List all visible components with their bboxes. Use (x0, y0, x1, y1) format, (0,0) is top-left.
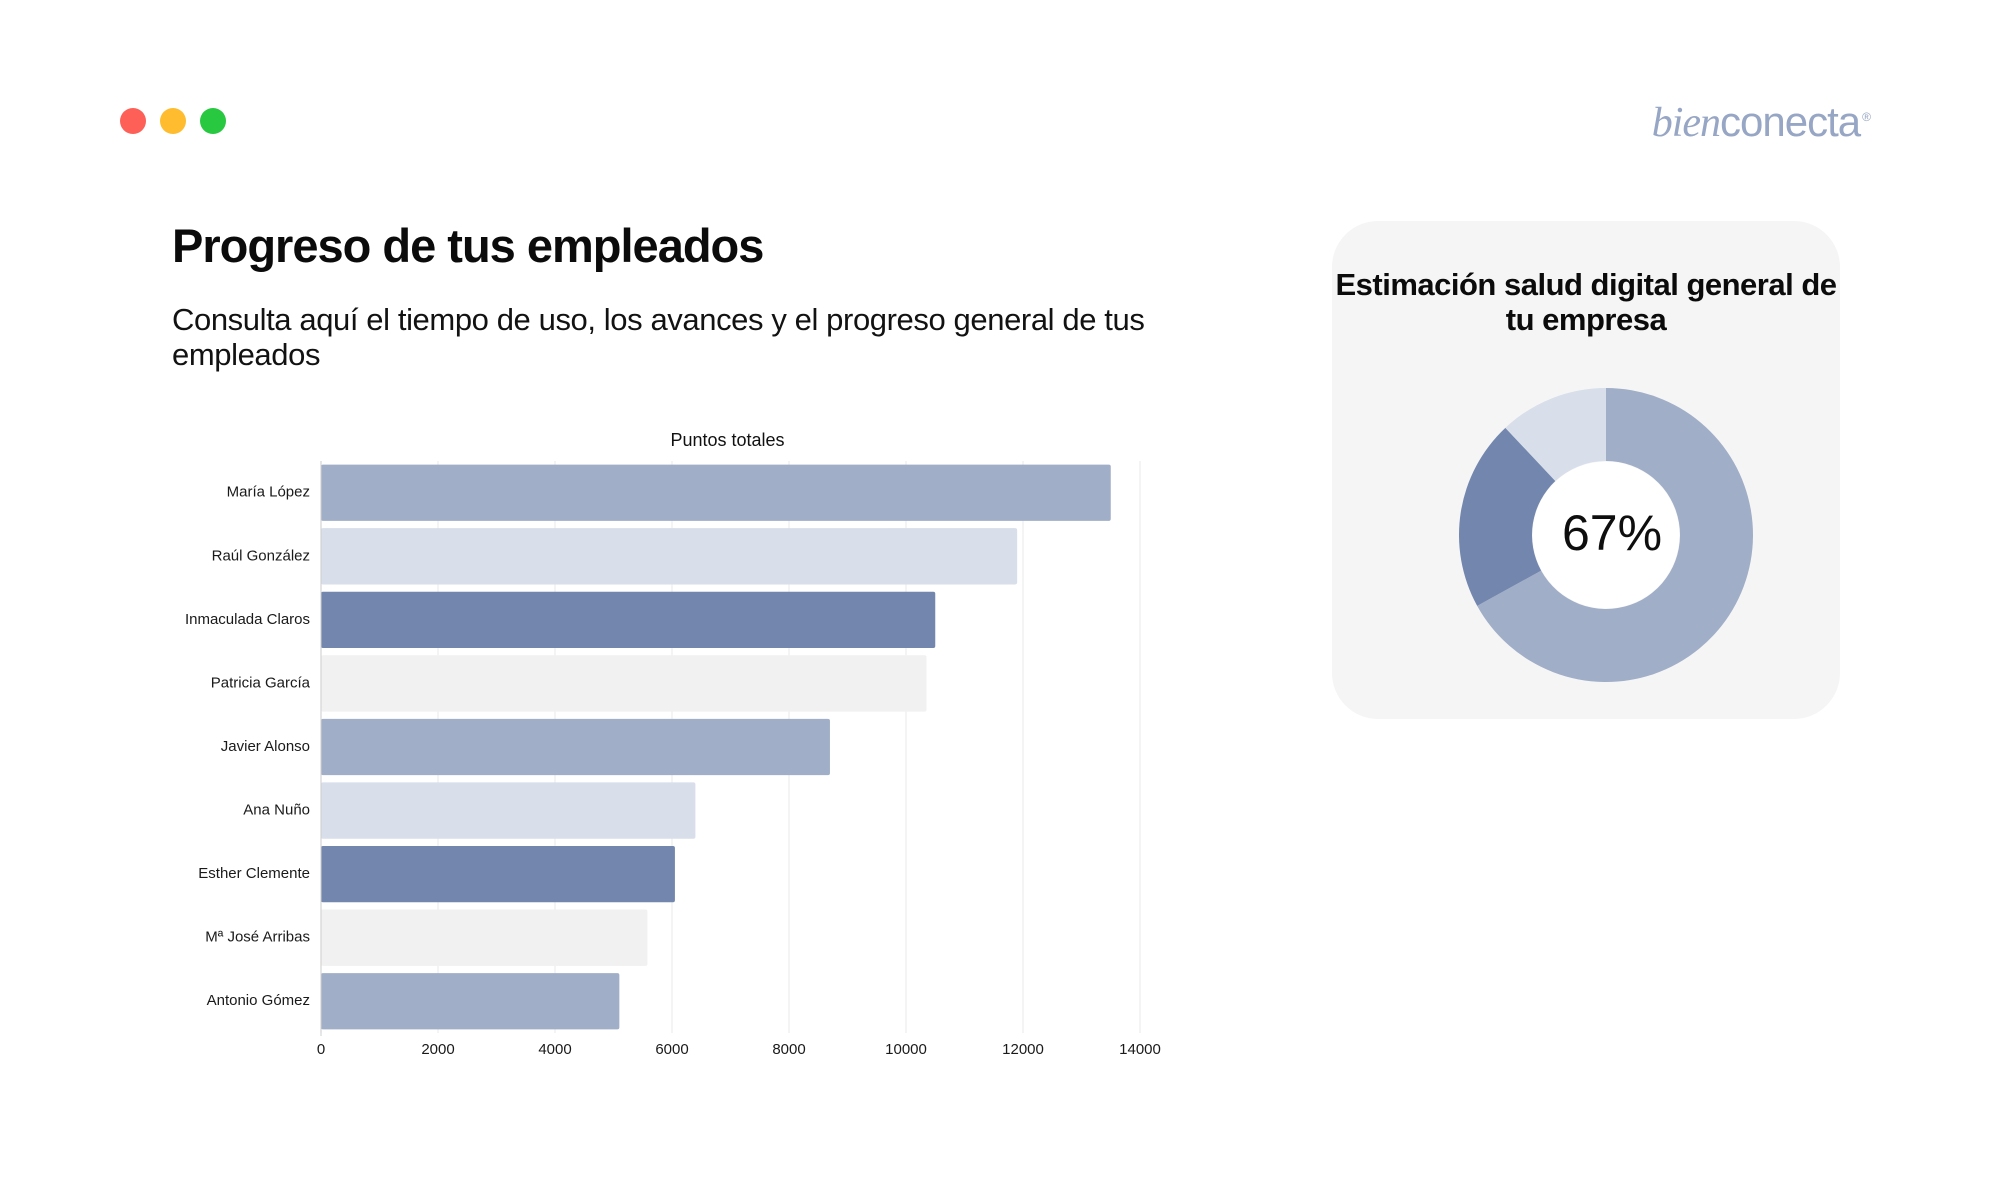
page-subtitle: Consulta aquí el tiempo de uso, los avan… (172, 302, 1145, 372)
x-tick-label-4: 8000 (772, 1041, 805, 1058)
x-tick-label-6: 12000 (1002, 1041, 1044, 1058)
bar-3 (321, 655, 927, 712)
category-label-0: María López (227, 484, 310, 501)
category-label-1: Raúl González (212, 547, 310, 564)
category-label-8: Antonio Gómez (207, 992, 310, 1009)
bar-2 (321, 591, 936, 649)
category-label-4: Javier Alonso (221, 738, 310, 755)
brand-logo-part2: conecta (1720, 98, 1861, 145)
x-tick-label-3: 6000 (655, 1041, 688, 1058)
category-label-6: Esther Clemente (198, 865, 310, 882)
minimize-window-button[interactable] (160, 108, 186, 134)
bar-1 (321, 528, 1018, 585)
digital-health-card: Estimación salud digital general de tu e… (1332, 221, 1840, 719)
chart-title: Puntos totales (670, 430, 784, 450)
digital-health-donut-chart: 67% (1459, 388, 1753, 682)
brand-logo-part1: bien (1651, 100, 1721, 146)
category-label-5: Ana Nuño (243, 802, 310, 819)
donut-slice-1 (1459, 427, 1556, 606)
bar-4 (321, 718, 830, 776)
bar-7 (321, 909, 648, 966)
x-tick-label-2: 4000 (538, 1041, 571, 1058)
donut-slice-0 (1477, 388, 1753, 682)
maximize-window-button[interactable] (200, 108, 226, 134)
close-window-button[interactable] (120, 108, 146, 134)
x-tick-label-7: 14000 (1119, 1041, 1161, 1058)
card-title: Estimación salud digital general de tu e… (1335, 267, 1837, 337)
x-tick-label-1: 2000 (421, 1041, 454, 1058)
donut-center-label: 67% (1562, 505, 1662, 561)
donut-slice-2 (1505, 388, 1606, 482)
category-label-7: Mª José Arribas (205, 929, 310, 946)
brand-logo: bienconecta ® (1651, 98, 1871, 147)
bar-6 (321, 845, 675, 903)
category-label-2: Inmaculada Claros (185, 611, 310, 628)
bar-0 (321, 464, 1111, 521)
window-controls (120, 108, 226, 134)
donut-hole (1532, 461, 1680, 609)
x-tick-label-0: 0 (317, 1041, 325, 1058)
x-tick-label-5: 10000 (885, 1041, 927, 1058)
brand-registered-mark: ® (1862, 110, 1871, 124)
bar-8 (321, 973, 620, 1030)
category-label-3: Patricia García (211, 674, 311, 691)
bar-5 (321, 782, 696, 839)
page-title: Progreso de tus empleados (172, 219, 764, 272)
points-bar-chart: María López Raúl González Inmaculada Claro… (185, 430, 1161, 1058)
